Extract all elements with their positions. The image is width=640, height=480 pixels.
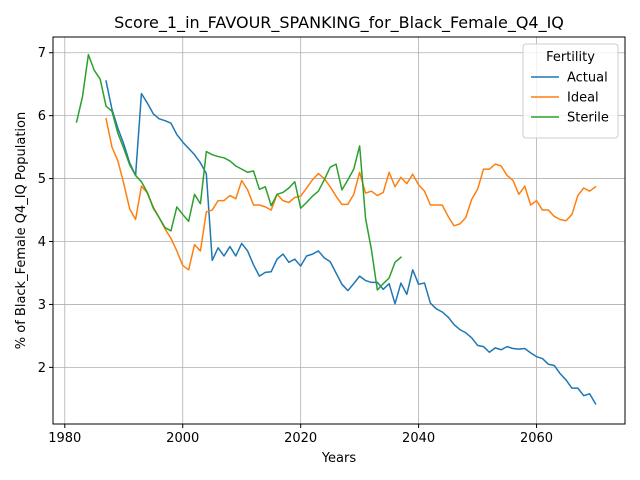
x-tick-label: 2000 xyxy=(166,431,199,446)
y-tick-label: 7 xyxy=(38,46,46,61)
legend: Fertility Actual Ideal Sterile xyxy=(522,43,619,139)
legend-title: Fertility xyxy=(546,50,595,65)
y-tick-label: 5 xyxy=(38,172,46,187)
series-line-sterile xyxy=(75,53,402,291)
x-tick-label: 2060 xyxy=(520,431,553,446)
legend-label-ideal: Ideal xyxy=(567,91,599,106)
legend-label-sterile: Sterile xyxy=(567,111,609,126)
axis-ticks: 1980 2000 2020 2040 2060 2 3 4 5 6 7 xyxy=(38,46,553,446)
x-axis-label: Years xyxy=(321,451,357,466)
x-tick-label: 2040 xyxy=(402,431,435,446)
plot-frame xyxy=(52,36,626,425)
y-tick-label: 4 xyxy=(38,235,46,250)
series-line-ideal xyxy=(105,117,597,271)
series-line-actual xyxy=(105,80,597,405)
legend-box xyxy=(522,43,619,139)
y-tick-label: 3 xyxy=(38,298,46,313)
y-tick-label: 2 xyxy=(38,361,46,376)
series-lines xyxy=(75,53,597,405)
x-tick-label: 2020 xyxy=(284,431,317,446)
chart-title: Score_1_in_FAVOUR_SPANKING_for_Black_Fem… xyxy=(114,13,564,33)
x-tick-label: 1980 xyxy=(48,431,81,446)
y-tick-label: 6 xyxy=(38,109,46,124)
y-axis-label: % of Black_Female Q4_IQ Population xyxy=(14,112,29,349)
legend-label-actual: Actual xyxy=(567,71,608,86)
